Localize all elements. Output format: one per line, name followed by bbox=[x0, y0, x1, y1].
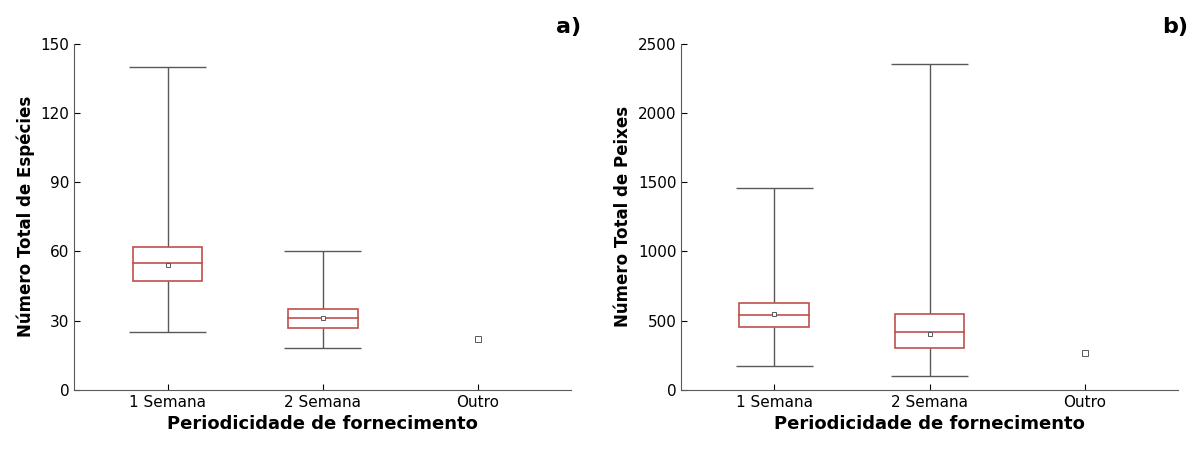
Bar bbox=[740, 303, 810, 327]
Bar bbox=[288, 309, 357, 328]
Bar bbox=[895, 315, 965, 348]
Text: a): a) bbox=[556, 17, 581, 36]
Y-axis label: Número Total de Espécies: Número Total de Espécies bbox=[17, 96, 35, 338]
X-axis label: Periodicidade de fornecimento: Periodicidade de fornecimento bbox=[774, 415, 1085, 433]
Y-axis label: Número Total de Peixes: Número Total de Peixes bbox=[615, 106, 633, 327]
Text: b): b) bbox=[1162, 17, 1187, 36]
X-axis label: Periodicidade de fornecimento: Periodicidade de fornecimento bbox=[167, 415, 479, 433]
Bar bbox=[132, 247, 202, 281]
